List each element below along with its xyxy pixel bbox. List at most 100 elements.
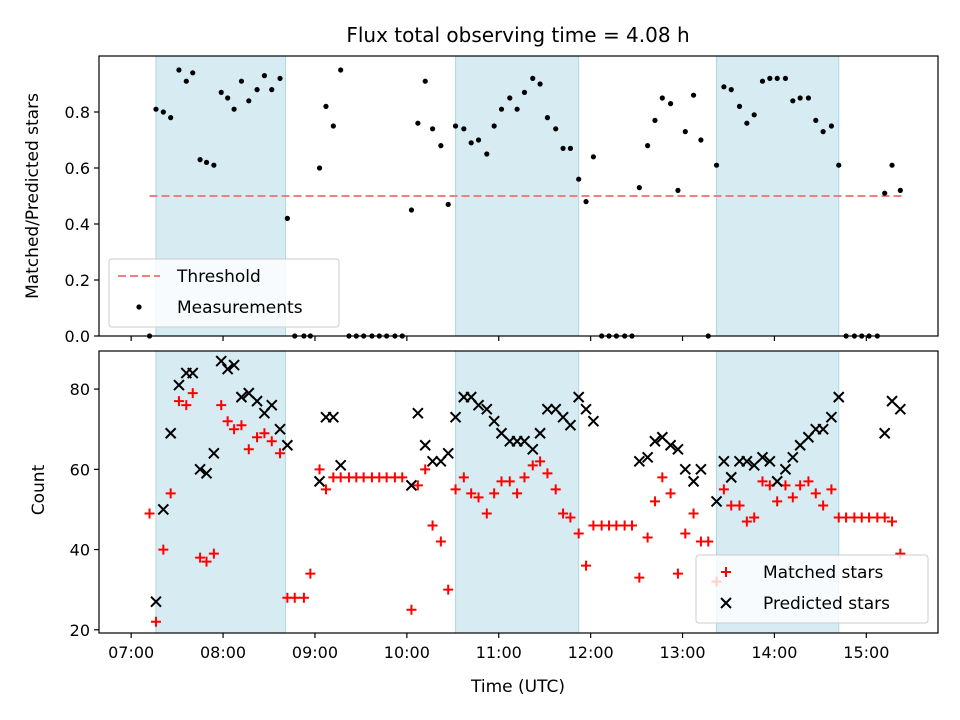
matched-star-point bbox=[787, 492, 798, 503]
matched-star-point bbox=[649, 496, 660, 507]
measurement-point bbox=[882, 190, 888, 196]
legend-predicted-swatch bbox=[720, 597, 732, 609]
matched-star-point bbox=[642, 532, 653, 543]
predicted-star-point bbox=[894, 403, 907, 415]
matched-star-point bbox=[289, 592, 300, 603]
matched-star-point bbox=[229, 424, 240, 435]
measurement-point bbox=[537, 81, 543, 87]
x-tick-label: 11:00 bbox=[476, 643, 522, 662]
matched-star-point bbox=[772, 496, 783, 507]
y-tick-label: 0.6 bbox=[65, 159, 90, 178]
matched-star-point bbox=[550, 484, 561, 495]
matched-star-point bbox=[165, 488, 176, 499]
predicted-star-point bbox=[641, 451, 654, 464]
predicted-star-point bbox=[274, 423, 286, 435]
matched-star-point bbox=[581, 560, 592, 571]
matched-star-point bbox=[466, 488, 477, 499]
predicted-star-point bbox=[825, 411, 838, 423]
matched-star-point bbox=[298, 592, 309, 603]
x-tick-label: 13:00 bbox=[659, 643, 705, 662]
measurement-point bbox=[231, 106, 237, 112]
predicted-star-point bbox=[587, 415, 600, 427]
measurement-point bbox=[645, 143, 651, 149]
count-y-axis-label: Count bbox=[29, 464, 49, 515]
legend-matched-swatch bbox=[721, 567, 731, 577]
measurement-point bbox=[576, 176, 582, 182]
predicted-star-point bbox=[200, 467, 213, 480]
matched-star-point bbox=[879, 512, 890, 523]
y-tick-label: 60 bbox=[70, 460, 90, 479]
measurement-point bbox=[408, 207, 415, 213]
measurement-point bbox=[744, 120, 750, 126]
predicted-star-point bbox=[679, 463, 691, 476]
measurement-point bbox=[316, 165, 323, 171]
predicted-star-point bbox=[449, 411, 462, 423]
y-tick-label: 0.4 bbox=[65, 215, 90, 234]
x-tick-label: 14:00 bbox=[751, 643, 797, 662]
matched-star-point bbox=[420, 464, 431, 475]
measurement-point bbox=[544, 115, 551, 121]
measurement-point bbox=[176, 67, 182, 73]
measurement-point bbox=[521, 89, 528, 95]
predicted-star-point bbox=[164, 427, 177, 439]
x-tick-label: 10:00 bbox=[384, 643, 430, 662]
matched-star-point bbox=[181, 400, 192, 411]
ratio-panel: 0.0 0.2 0.4 0.6 0.8 Threshold Measurements bbox=[65, 55, 939, 346]
measurement-point bbox=[590, 154, 596, 160]
matched-star-point bbox=[305, 568, 316, 579]
measurement-point bbox=[797, 95, 803, 101]
predicted-star-point bbox=[313, 475, 326, 488]
measurement-point bbox=[261, 73, 268, 79]
predicted-star-point bbox=[687, 475, 700, 488]
y-tick-label: 0.2 bbox=[65, 271, 90, 290]
predicted-star-point bbox=[878, 427, 891, 439]
matched-star-point bbox=[703, 536, 714, 547]
matched-star-point bbox=[519, 472, 530, 483]
matched-star-point bbox=[795, 480, 806, 491]
matched-star-point bbox=[314, 464, 325, 475]
matched-star-point bbox=[259, 428, 270, 439]
matched-star-point bbox=[201, 556, 212, 567]
predicted-star-point bbox=[672, 443, 684, 455]
predicted-star-point bbox=[251, 395, 263, 407]
matched-star-point bbox=[757, 476, 768, 487]
legend-predicted-label: Predicted stars bbox=[763, 594, 890, 614]
matched-star-point bbox=[236, 420, 247, 431]
measurement-point bbox=[553, 126, 559, 132]
matched-star-point bbox=[741, 516, 752, 527]
measurement-point bbox=[254, 87, 260, 93]
matched-star-point bbox=[634, 572, 645, 583]
matched-star-point bbox=[450, 484, 461, 495]
matched-star-point bbox=[527, 460, 538, 471]
measurement-point bbox=[828, 123, 835, 129]
predicted-star-point bbox=[472, 399, 485, 411]
measurement-point bbox=[445, 201, 451, 207]
measurement-point bbox=[659, 95, 665, 101]
matched-star-point bbox=[481, 508, 492, 519]
x-tick-label: 07:00 bbox=[108, 643, 154, 662]
y-tick-label: 40 bbox=[70, 541, 90, 560]
measurement-point bbox=[225, 95, 231, 101]
predicted-star-point bbox=[833, 391, 845, 403]
count-panel: 20 40 60 80 07:00 08:00 09:00 10:00 11:00 12:00 13… bbox=[70, 350, 939, 662]
matched-star-point bbox=[887, 516, 898, 527]
measurement-point bbox=[636, 185, 642, 191]
measurement-point bbox=[211, 162, 217, 168]
matched-star-point bbox=[688, 508, 699, 519]
matched-star-point bbox=[680, 528, 691, 539]
measurement-point bbox=[498, 106, 505, 112]
matched-star-point bbox=[216, 400, 227, 411]
legend-frame bbox=[108, 258, 340, 328]
predicted-star-point bbox=[756, 451, 769, 464]
predicted-star-point bbox=[580, 403, 592, 415]
matched-star-point bbox=[320, 484, 331, 495]
measurement-point bbox=[782, 75, 789, 81]
matched-star-point bbox=[672, 568, 683, 579]
matched-star-point bbox=[818, 500, 829, 511]
predicted-star-point bbox=[194, 463, 206, 476]
matched-star-point bbox=[275, 448, 286, 459]
measurement-point bbox=[836, 162, 842, 168]
measurement-point bbox=[160, 109, 166, 115]
matched-star-point bbox=[749, 512, 760, 523]
x-tick-label: 15:00 bbox=[843, 643, 889, 662]
